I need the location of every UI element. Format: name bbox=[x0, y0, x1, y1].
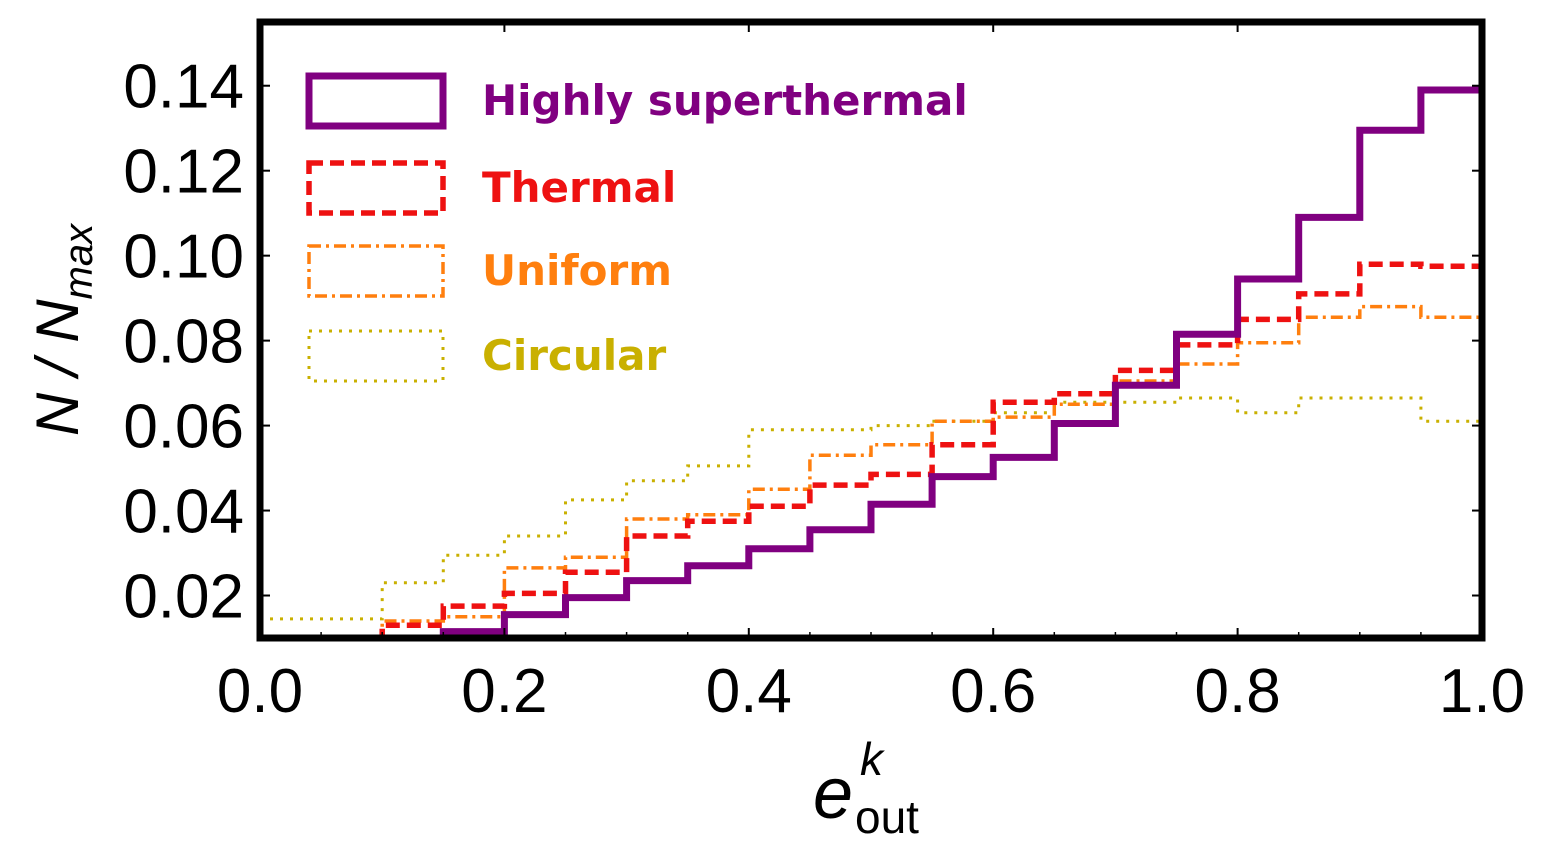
legend-label-circular: Circular bbox=[482, 331, 666, 380]
y-tick-label: 0.04 bbox=[123, 478, 244, 547]
legend-swatch-highly-superthermal bbox=[305, 72, 447, 130]
y-tick-label: 0.02 bbox=[123, 563, 244, 632]
y-tick-label: 0.14 bbox=[123, 53, 244, 122]
svg-text:N / Nmax: N / Nmax bbox=[24, 222, 101, 436]
legend-label-uniform: Uniform bbox=[482, 246, 672, 295]
y-tick-label: 0.08 bbox=[123, 308, 244, 377]
x-tick-label: 0.6 bbox=[950, 657, 1036, 726]
y-tick-label: 0.10 bbox=[123, 223, 244, 292]
legend: Highly superthermal Thermal Uniform Circula… bbox=[305, 72, 968, 383]
y-axis-label: N / Nmax bbox=[24, 222, 101, 436]
y-axis-label-main: N / N bbox=[24, 299, 91, 436]
series-line-thermal bbox=[379, 261, 1482, 638]
x-axis-label-sup: k bbox=[860, 733, 885, 785]
series-layer bbox=[260, 86, 1482, 638]
x-axis-label: e bbox=[813, 754, 853, 834]
x-axis-label-base: e bbox=[813, 754, 853, 834]
tick-layer: 0.0 0.2 0.4 0.6 0.8 1.0 0.02 0.04 0.06 0.08 0.10 0.… bbox=[123, 22, 1525, 726]
x-axis-label-sub: out bbox=[855, 791, 919, 843]
series-line-highly-superthermal bbox=[439, 86, 1482, 638]
x-tick-label: 0.8 bbox=[1194, 657, 1280, 726]
x-tick-label: 1.0 bbox=[1439, 657, 1525, 726]
legend-label-highly-superthermal: Highly superthermal bbox=[482, 76, 968, 125]
legend-swatch-thermal bbox=[306, 160, 446, 216]
legend-label-thermal: Thermal bbox=[482, 163, 676, 212]
y-tick-label: 0.06 bbox=[123, 393, 244, 462]
series-line-circular bbox=[260, 396, 1482, 621]
legend-swatch-uniform bbox=[307, 244, 445, 298]
y-axis-label-sub: max bbox=[57, 222, 101, 300]
x-tick-label: 0.4 bbox=[706, 657, 792, 726]
series-line-uniform bbox=[380, 304, 1482, 638]
y-tick-label: 0.12 bbox=[123, 138, 244, 207]
legend-swatch-circular bbox=[307, 329, 445, 383]
x-tick-label: 0.0 bbox=[217, 657, 303, 726]
x-tick-label: 0.2 bbox=[461, 657, 547, 726]
